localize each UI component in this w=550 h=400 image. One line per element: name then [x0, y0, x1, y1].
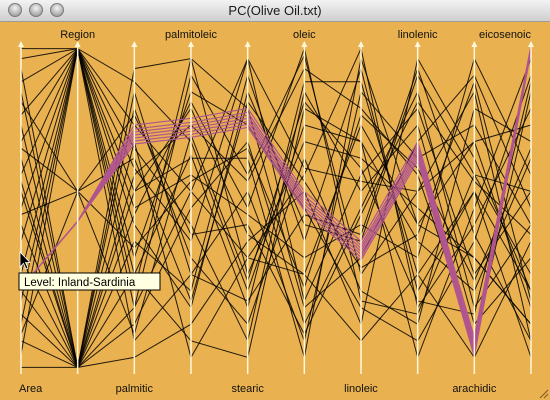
axis-label: Area	[19, 383, 43, 395]
axis-arrow-icon	[471, 41, 478, 47]
data-line	[20, 91, 532, 368]
axis-label: linoleic	[344, 383, 378, 395]
axis-label: oleic	[293, 29, 316, 41]
data-line	[21, 58, 532, 368]
axis-label: Region	[60, 29, 95, 41]
axis-arrow-icon	[188, 41, 194, 47]
tooltip-text: Level: Inland-Sardinia	[24, 277, 136, 289]
axis-arrow-icon	[244, 41, 251, 47]
axis-label: eicosenoic	[479, 29, 531, 41]
axis-arrow-icon	[528, 41, 534, 47]
highlight-line	[20, 50, 532, 354]
highlight-line	[20, 45, 532, 338]
background-lines	[20, 46, 532, 369]
highlight-line	[20, 48, 532, 348]
highlight-lines	[20, 45, 532, 357]
zoom-button[interactable]	[50, 3, 64, 17]
data-line	[20, 47, 532, 303]
data-line	[20, 100, 532, 336]
data-line	[20, 141, 532, 369]
axis-arrow-icon	[358, 41, 364, 47]
data-line	[20, 67, 532, 369]
axis-label: stearic	[231, 383, 264, 395]
tooltip: Level: Inland-Sardinia	[18, 272, 161, 291]
mouse-pointer-icon	[19, 251, 31, 270]
data-line	[20, 101, 532, 290]
tooltip-box	[18, 272, 161, 291]
axes	[18, 41, 534, 374]
title-bar[interactable]: PC(Olive Oil.txt)	[0, 0, 550, 22]
data-line	[20, 57, 532, 369]
axis-label: palmitic	[116, 383, 154, 395]
highlight-line	[20, 51, 532, 357]
axis-arrow-icon	[131, 41, 138, 47]
data-line	[20, 46, 532, 355]
axis-label: arachidic	[452, 383, 497, 395]
axis-arrow-icon	[414, 41, 421, 47]
window-title: PC(Olive Oil.txt)	[228, 3, 322, 18]
axis-arrow-icon	[301, 41, 308, 47]
parallel-coordinates-plot[interactable]: Area Region palmitic palmitoleic stearic olei…	[0, 22, 550, 400]
close-button[interactable]	[8, 3, 22, 17]
axis-label: linolenic	[398, 29, 438, 41]
axis-arrow-icon	[74, 41, 81, 47]
minimize-button[interactable]	[29, 3, 43, 17]
data-line	[20, 58, 532, 369]
axis-labels: Area Region palmitic palmitoleic stearic olei…	[19, 29, 531, 395]
highlight-line	[20, 47, 532, 345]
resize-grip-icon[interactable]	[537, 387, 549, 399]
highlight-line	[20, 49, 532, 351]
highlight-line	[20, 46, 532, 342]
axis-label: palmitoleic	[165, 29, 217, 41]
data-line	[20, 81, 532, 336]
axis-arrow-icon	[18, 41, 24, 47]
